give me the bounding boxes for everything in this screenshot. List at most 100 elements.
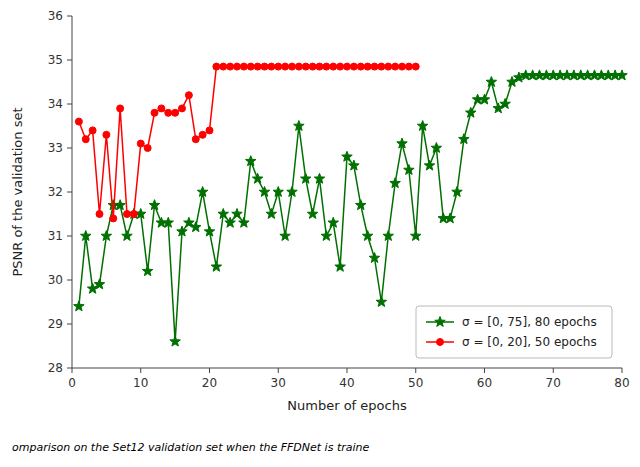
legend-marker <box>437 339 444 346</box>
y-tick <box>67 280 72 281</box>
y-tick <box>67 324 72 325</box>
point <box>404 165 414 175</box>
point <box>220 63 227 70</box>
series-line <box>79 75 622 341</box>
point <box>218 209 228 219</box>
x-tick-label: 30 <box>271 376 286 390</box>
point <box>75 118 82 125</box>
point <box>417 121 427 131</box>
point <box>335 261 345 271</box>
point <box>295 63 302 70</box>
point <box>204 226 214 236</box>
point <box>337 63 344 70</box>
point <box>163 217 173 227</box>
point <box>411 231 421 241</box>
point <box>307 209 317 219</box>
y-tick <box>67 368 72 369</box>
point <box>192 136 199 143</box>
y-tick-label: 28 <box>48 361 63 375</box>
point <box>82 136 89 143</box>
series-line <box>79 67 416 219</box>
point <box>330 63 337 70</box>
legend-label: σ = [0, 75], 80 epochs <box>462 315 597 329</box>
chart: 01020304050607080282930313233343536Numbe… <box>0 0 640 467</box>
point <box>275 63 282 70</box>
point <box>302 63 309 70</box>
point <box>247 63 254 70</box>
point <box>213 63 220 70</box>
point <box>412 63 419 70</box>
point <box>314 173 324 183</box>
point <box>151 109 158 116</box>
point <box>500 99 510 109</box>
point <box>115 200 125 210</box>
point <box>179 105 186 112</box>
point <box>268 63 275 70</box>
point <box>301 173 311 183</box>
x-tick-label: 0 <box>68 376 76 390</box>
point <box>282 63 289 70</box>
x-tick <box>553 368 554 373</box>
point <box>309 63 316 70</box>
point <box>323 63 330 70</box>
point <box>405 63 412 70</box>
point <box>122 231 132 241</box>
point <box>369 253 379 263</box>
point <box>170 336 180 346</box>
legend-marker <box>435 317 445 327</box>
point <box>392 63 399 70</box>
x-tick-label: 40 <box>339 376 354 390</box>
point <box>385 63 392 70</box>
point <box>234 63 241 70</box>
point <box>94 279 104 289</box>
x-tick-label: 10 <box>133 376 148 390</box>
point <box>445 213 455 223</box>
point <box>144 145 151 152</box>
y-tick <box>67 148 72 149</box>
plot-area <box>74 63 628 346</box>
point <box>103 131 110 138</box>
point <box>185 92 192 99</box>
point <box>240 63 247 70</box>
point <box>165 109 172 116</box>
x-tick <box>209 368 210 373</box>
point <box>252 173 262 183</box>
x-tick-label: 70 <box>546 376 561 390</box>
y-tick-label: 32 <box>48 185 63 199</box>
point <box>227 63 234 70</box>
x-tick-label: 60 <box>477 376 492 390</box>
point <box>197 187 207 197</box>
point <box>110 215 117 222</box>
x-tick <box>347 368 348 373</box>
point <box>266 209 276 219</box>
point <box>342 151 352 161</box>
y-axis-label: PSNR of the validation set <box>10 107 25 276</box>
point <box>142 266 152 276</box>
point <box>89 127 96 134</box>
legend-label: σ = [0, 20], 50 epochs <box>462 335 597 349</box>
point <box>130 211 137 218</box>
x-tick <box>415 368 416 373</box>
point <box>378 63 385 70</box>
point <box>617 70 627 80</box>
point <box>149 200 159 210</box>
point <box>96 211 103 218</box>
point <box>81 231 91 241</box>
point <box>259 187 269 197</box>
point <box>101 231 111 241</box>
legend-box <box>416 306 612 358</box>
point <box>459 134 469 144</box>
point <box>211 261 221 271</box>
x-tick <box>622 368 623 373</box>
point <box>191 222 201 232</box>
y-tick <box>67 16 72 17</box>
point <box>431 143 441 153</box>
x-tick <box>72 368 73 373</box>
point <box>376 297 386 307</box>
point <box>328 217 338 227</box>
x-axis-label: Number of epochs <box>287 398 407 413</box>
x-tick-label: 80 <box>614 376 629 390</box>
series <box>74 70 628 346</box>
y-tick-label: 34 <box>48 97 63 111</box>
point <box>117 105 124 112</box>
